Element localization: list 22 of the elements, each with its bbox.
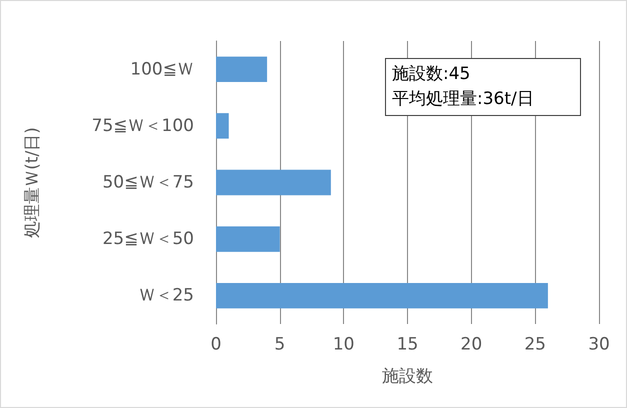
annotation: 施設数:45	[392, 63, 472, 86]
annotation: 平均処理量:36t/日	[392, 88, 535, 111]
y-axis-title: 処理量Ｗ(t/日)	[22, 127, 42, 238]
note-box: 施設数:45 平均処理量:36t/日	[385, 58, 581, 116]
x-axis-title: 施設数	[382, 366, 433, 386]
bar	[216, 113, 229, 139]
bar	[216, 56, 268, 82]
bar	[216, 282, 548, 308]
bar	[216, 226, 280, 252]
x-tick-label: 25	[524, 334, 546, 354]
y-tick-label: 25≦Ｗ＜50	[102, 229, 194, 250]
x-tick-label: 15	[396, 334, 418, 354]
y-tick-label: 50≦Ｗ＜75	[102, 172, 194, 192]
x-tick-label: 20	[460, 334, 482, 354]
y-tick-label: Ｗ＜25	[138, 286, 194, 306]
bar	[216, 170, 331, 196]
y-tick-label: 75≦Ｗ＜100	[92, 116, 194, 136]
x-tick-label: 10	[332, 334, 354, 354]
x-tick-label: 0	[210, 334, 222, 354]
y-tick-label: 100≦Ｗ	[130, 59, 194, 80]
x-tick-label: 5	[274, 334, 286, 354]
x-tick-label: 30	[588, 334, 610, 354]
